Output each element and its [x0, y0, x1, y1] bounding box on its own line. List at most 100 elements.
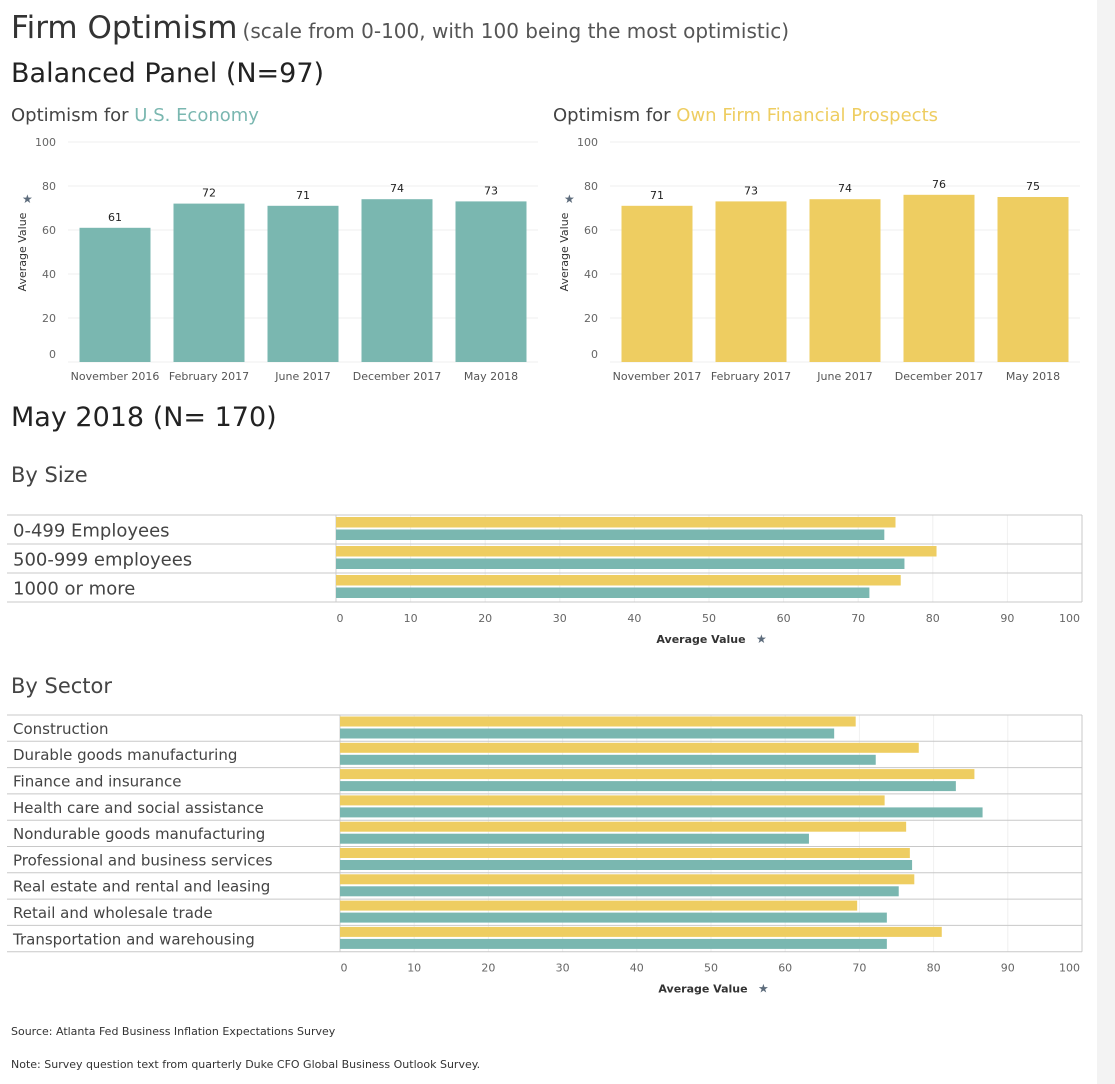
- bar-durable-goods-manufacturing-own-firm-financial-prospects: [340, 742, 919, 753]
- x-tick-label: 80: [927, 962, 941, 975]
- row-label-transportation-and-warehousing: Transportation and warehousing: [12, 930, 255, 948]
- x-tick-label: 50: [702, 612, 716, 625]
- bar-0-499-employees-u-s-economy: [336, 529, 885, 540]
- x-tick-label: 100: [1059, 612, 1080, 625]
- own-firm-chart: 0 20 40 60 80 100 Average Value ★ 71 November 201…: [558, 136, 1080, 383]
- bar-june-2017: [267, 205, 339, 362]
- pin-icon: ★: [22, 192, 33, 206]
- y-axis-label: Average Value: [16, 212, 29, 291]
- y-tick-label: 80: [42, 180, 56, 193]
- y-tick-label: 80: [584, 180, 598, 193]
- x-tick-label: 70: [852, 962, 866, 975]
- us-economy-chart: 0 20 40 60 80 100 Average Value ★ 61 November 201…: [16, 136, 538, 383]
- data-label-may-2018: 73: [484, 184, 498, 197]
- y-tick-label: 40: [584, 268, 598, 281]
- bar-may-2018: [997, 197, 1069, 362]
- survey-note: Note: Survey question text from quarterl…: [11, 1058, 481, 1071]
- x-tick-label: 80: [926, 612, 940, 625]
- x-tick-label: December 2017: [353, 370, 442, 383]
- row-label-construction: Construction: [13, 720, 109, 738]
- data-label-february-2017: 73: [744, 184, 758, 197]
- row-label-500-999-employees: 500-999 employees: [13, 549, 192, 570]
- bar-1000-or-more-own-firm-financial-prospects: [336, 575, 901, 586]
- data-label-november-2016: 61: [108, 211, 122, 224]
- bar-health-care-and-social-assistance-u-s-economy: [340, 807, 983, 818]
- bar-november-2016: [79, 227, 151, 362]
- us-economy-chart-title: Optimism for U.S. Economy: [11, 105, 259, 126]
- row-label-retail-and-wholesale-trade: Retail and wholesale trade: [13, 904, 213, 922]
- row-label-durable-goods-manufacturing: Durable goods manufacturing: [13, 746, 237, 764]
- x-tick-label: February 2017: [711, 370, 791, 383]
- bar-500-999-employees-u-s-economy: [336, 558, 905, 569]
- x-tick-label: 40: [630, 962, 644, 975]
- y-axis-label: Average Value: [558, 212, 571, 291]
- x-tick-label: December 2017: [895, 370, 984, 383]
- bar-real-estate-and-rental-and-leasing-u-s-economy: [340, 886, 899, 897]
- scrollbar-track[interactable]: [1097, 0, 1115, 1084]
- x-tick-label: 0: [337, 612, 344, 625]
- x-tick-label: February 2017: [169, 370, 249, 383]
- bar-june-2017: [809, 199, 881, 362]
- balanced-panel-heading: Balanced Panel (N=97): [11, 58, 325, 89]
- pin-icon: ★: [758, 982, 769, 996]
- bar-may-2018: [455, 201, 527, 362]
- bar-december-2017: [903, 194, 975, 362]
- x-tick-label: 40: [627, 612, 641, 625]
- page-title: Firm Optimism (scale from 0-100, with 10…: [11, 10, 789, 46]
- own-firm-title-prefix: Optimism for: [553, 105, 677, 126]
- by-sector-heading: By Sector: [11, 674, 113, 698]
- x-tick-label: 30: [553, 612, 567, 625]
- bar-finance-and-insurance-u-s-economy: [340, 781, 956, 792]
- bar-0-499-employees-own-firm-financial-prospects: [336, 517, 896, 528]
- row-label-health-care-and-social-assistance: Health care and social assistance: [13, 799, 264, 817]
- x-tick-label: November 2017: [613, 370, 702, 383]
- bar-construction-own-firm-financial-prospects: [340, 716, 856, 727]
- bar-500-999-employees-own-firm-financial-prospects: [336, 546, 937, 557]
- by-sector-chart: 0 10 20 30 40 50 60 70 80 90 100 Construction Durabl…: [7, 714, 1083, 996]
- bar-construction-u-s-economy: [340, 728, 835, 739]
- by-size-chart: 0 10 20 30 40 50 60 70 80 90 100 0-499 Employees 500…: [7, 514, 1083, 646]
- y-tick-label: 0: [49, 348, 56, 361]
- bar-1000-or-more-u-s-economy: [336, 587, 870, 598]
- x-tick-label: 90: [1001, 962, 1015, 975]
- bar-professional-and-business-services-u-s-economy: [340, 860, 913, 870]
- bar-professional-and-business-services-own-firm-financial-prospects: [340, 848, 910, 858]
- x-axis-label: Average Value: [656, 633, 745, 646]
- x-tick-label: 20: [478, 612, 492, 625]
- x-tick-label: 0: [341, 962, 348, 975]
- data-label-december-2017: 74: [390, 182, 404, 195]
- bar-durable-goods-manufacturing-u-s-economy: [340, 754, 876, 765]
- x-tick-label: 10: [407, 962, 421, 975]
- y-tick-label: 40: [42, 268, 56, 281]
- row-label-professional-and-business-services: Professional and business services: [13, 851, 273, 869]
- data-label-february-2017: 72: [202, 187, 216, 200]
- bar-february-2017: [715, 201, 787, 362]
- bar-december-2017: [361, 199, 433, 362]
- x-tick-label: May 2018: [1006, 370, 1060, 383]
- own-firm-title-highlight: Own Firm Financial Prospects: [676, 105, 939, 126]
- x-tick-label: 10: [404, 612, 418, 625]
- bar-nondurable-goods-manufacturing-u-s-economy: [340, 833, 809, 844]
- x-tick-label: 50: [704, 962, 718, 975]
- title-main: Firm Optimism: [11, 10, 238, 46]
- bar-health-care-and-social-assistance-own-firm-financial-prospects: [340, 795, 885, 806]
- x-tick-label: 90: [1000, 612, 1014, 625]
- row-label-nondurable-goods-manufacturing: Nondurable goods manufacturing: [13, 825, 265, 843]
- bar-retail-and-wholesale-trade-own-firm-financial-prospects: [340, 900, 858, 911]
- bar-finance-and-insurance-own-firm-financial-prospects: [340, 769, 975, 780]
- data-label-may-2018: 75: [1026, 180, 1040, 193]
- row-label-finance-and-insurance: Finance and insurance: [13, 772, 181, 790]
- data-label-june-2017: 74: [838, 182, 852, 195]
- x-axis-label: Average Value: [658, 983, 747, 996]
- may-2018-heading: May 2018 (N= 170): [11, 402, 277, 433]
- bar-transportation-and-warehousing-u-s-economy: [340, 938, 887, 949]
- y-tick-label: 0: [591, 348, 598, 361]
- bar-february-2017: [173, 203, 245, 362]
- bar-retail-and-wholesale-trade-u-s-economy: [340, 912, 887, 923]
- title-subtitle: (scale from 0-100, with 100 being the mo…: [242, 19, 790, 43]
- x-tick-label: June 2017: [816, 370, 872, 383]
- x-tick-label: 60: [778, 962, 792, 975]
- x-tick-label: 70: [851, 612, 865, 625]
- data-label-december-2017: 76: [932, 178, 946, 191]
- bar-nondurable-goods-manufacturing-own-firm-financial-prospects: [340, 821, 907, 832]
